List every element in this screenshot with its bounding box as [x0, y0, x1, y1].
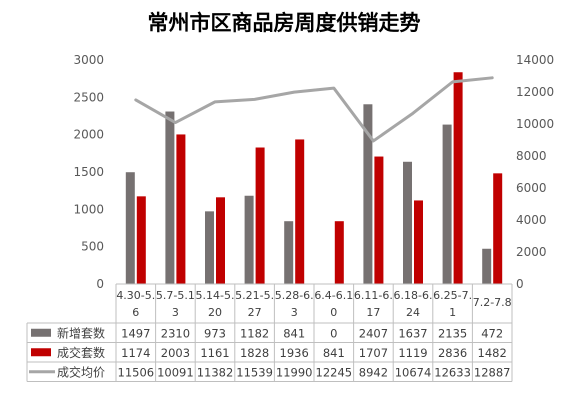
- y-left-tick-label: 2000: [73, 128, 104, 142]
- bar-new-supply: [284, 221, 294, 284]
- table-cell-value: 2135: [438, 326, 467, 340]
- bar-new-supply: [403, 161, 412, 284]
- table-cell-value: 1637: [398, 326, 427, 340]
- bar-sold: [216, 197, 225, 284]
- table-cell-value: 11506: [118, 365, 155, 379]
- table-cell-value: 1161: [200, 346, 229, 360]
- category-label: 7.2-7.8: [473, 296, 512, 309]
- legend-key-new-supply: [31, 328, 51, 337]
- category-label-cont: 0: [330, 306, 337, 319]
- y-right-tick-label: 4000: [516, 213, 547, 227]
- table-cell-value: 841: [323, 346, 345, 360]
- row-label: 成交套数: [57, 345, 105, 360]
- data-table: 4.30-5. 6 5.7-5.1 3 5.14-5. 20 5.21-5. 27 5.28-6…: [26, 283, 513, 382]
- bar-sold: [176, 134, 186, 284]
- bar-new-supply: [165, 111, 175, 285]
- bar-sold: [414, 200, 423, 284]
- bar-new-supply: [442, 124, 452, 284]
- table-cell-value: 472: [481, 326, 503, 340]
- category-label-cont: 17: [366, 306, 380, 319]
- table-cell-value: 2310: [161, 326, 190, 340]
- category-label: 5.21-5.: [235, 289, 274, 302]
- y-left-tick-label: 3000: [73, 53, 104, 67]
- chart-title: 常州市区商品房周度供销走势: [148, 11, 421, 35]
- y-left-tick-label: 2500: [73, 90, 104, 104]
- line-avg-price: [134, 76, 494, 143]
- y-left-tick-label: 500: [81, 240, 104, 254]
- y-right-tick-label: 14000: [516, 53, 554, 67]
- bar-sold: [334, 221, 344, 284]
- category-label: 5.28-6.: [275, 289, 314, 302]
- bar-sold: [136, 196, 146, 284]
- table-cell-value: 2407: [359, 326, 388, 340]
- table-cell-value: 12245: [316, 365, 353, 379]
- category-label: 6.11-6.: [354, 289, 393, 302]
- table-cell-value: 10091: [157, 365, 194, 379]
- category-label-cont: 1: [449, 306, 456, 319]
- table-cell-value: 10674: [395, 365, 432, 379]
- bar-new-supply: [125, 172, 135, 284]
- category-label: 5.14-5.: [196, 289, 235, 302]
- row-label: 成交均价: [57, 364, 105, 379]
- table-cell-value: 12887: [474, 365, 511, 379]
- category-label-cont: 6: [132, 306, 139, 319]
- row-label: 新增套数: [57, 325, 105, 340]
- bar-sold: [453, 72, 463, 284]
- category-label-cont: 20: [208, 306, 222, 319]
- table-cell-value: 0: [330, 326, 337, 340]
- y-right-tick-label: 2000: [516, 245, 547, 259]
- table-cell-value: 11539: [236, 365, 273, 379]
- table-cell-value: 12633: [434, 365, 471, 379]
- bar-sold: [374, 156, 384, 284]
- category-label: 6.25-7.: [433, 289, 472, 302]
- bar-new-supply: [244, 195, 254, 284]
- table-cell-value: 2003: [161, 346, 190, 360]
- table-cell-value: 8942: [359, 365, 388, 379]
- table-cell-value: 1497: [121, 326, 150, 340]
- table-cell-value: 11990: [276, 365, 313, 379]
- bar-sold: [493, 173, 503, 284]
- y-left-tick-label: 0: [96, 277, 104, 291]
- bar-sold: [295, 139, 305, 284]
- category-label: 6.4-6.1: [314, 289, 353, 302]
- table-cell-value: 841: [283, 326, 305, 340]
- category-label: 4.30-5.: [116, 289, 155, 302]
- category-label-cont: 3: [291, 306, 298, 319]
- table-cell-value: 1828: [240, 346, 269, 360]
- table-cell-value: 1182: [240, 326, 269, 340]
- table-cell-value: 1936: [280, 346, 309, 360]
- y-left-tick-label: 1000: [73, 202, 104, 216]
- bar-new-supply: [363, 104, 373, 284]
- axes-group: 0 500 1000 1500 2000 2500 3000 0 2000 4000 6000 800…: [73, 53, 554, 291]
- category-label: 5.7-5.1: [156, 289, 195, 302]
- category-label-cont: 3: [172, 306, 179, 319]
- legend-key-sold: [31, 348, 51, 357]
- line-group: [134, 76, 494, 143]
- y-right-tick-label: 6000: [516, 181, 547, 195]
- y-right-tick-label: 0: [516, 277, 524, 291]
- table-cell-value: 1174: [121, 346, 150, 360]
- y-right-tick-label: 12000: [516, 85, 554, 99]
- table-cell-value: 11382: [197, 365, 234, 379]
- category-label-cont: 24: [406, 306, 420, 319]
- bars-group: [125, 72, 503, 285]
- bar-sold: [255, 147, 265, 284]
- table-cell-value: 973: [204, 326, 226, 340]
- bar-new-supply: [482, 248, 492, 284]
- table-cell-value: 1707: [359, 346, 388, 360]
- category-label-cont: 27: [248, 306, 262, 319]
- y-left-tick-label: 1500: [73, 165, 104, 179]
- bar-new-supply: [205, 211, 214, 284]
- table-cell-value: 2836: [438, 346, 467, 360]
- y-right-tick-label: 8000: [516, 149, 547, 163]
- y-right-tick-label: 10000: [516, 117, 554, 131]
- table-cell-value: 1482: [478, 346, 507, 360]
- category-label: 6.18-6.: [394, 289, 433, 302]
- table-cell-value: 1119: [398, 346, 427, 360]
